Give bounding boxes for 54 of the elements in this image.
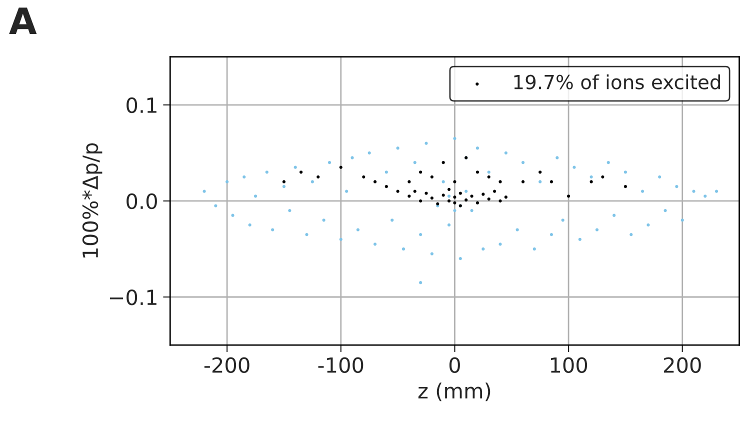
y-tick-label: −0.1 — [110, 289, 156, 306]
point — [453, 196, 456, 199]
point — [453, 180, 456, 184]
x-tick-label: 100 — [550, 357, 588, 373]
point — [458, 192, 462, 195]
point — [464, 198, 468, 202]
point — [498, 180, 502, 184]
point — [419, 170, 422, 174]
x-tick-label: -100 — [318, 357, 364, 373]
point — [396, 190, 400, 193]
point — [442, 194, 445, 197]
point — [424, 192, 428, 195]
point — [299, 170, 303, 174]
point — [566, 194, 570, 198]
point — [538, 170, 542, 174]
y-tick-label: 0.1 — [126, 97, 156, 114]
point — [493, 190, 496, 193]
point — [316, 175, 320, 178]
point — [590, 180, 593, 184]
point — [498, 199, 502, 202]
point — [442, 160, 445, 164]
point — [476, 201, 480, 204]
point — [282, 180, 286, 184]
point — [430, 196, 434, 200]
point — [487, 175, 490, 178]
y-axis-title: 100%*Δp/p — [82, 143, 102, 258]
text: A — [9, 8, 37, 34]
point — [430, 175, 434, 178]
x-tick-label: 200 — [664, 357, 701, 373]
point — [504, 196, 508, 199]
point — [470, 194, 474, 198]
point — [624, 184, 628, 188]
point — [601, 175, 604, 178]
point — [408, 180, 411, 184]
point — [447, 188, 451, 191]
point — [476, 170, 480, 174]
point — [384, 184, 388, 188]
point — [373, 180, 377, 184]
point — [453, 201, 456, 204]
x-tick-label: 0 — [449, 357, 460, 373]
x-axis-title: z (mm) — [418, 382, 490, 402]
y-tick-label: 0.0 — [126, 193, 157, 210]
point — [550, 180, 554, 184]
legend-label: 19.7% of ions excited — [514, 74, 720, 90]
point — [339, 166, 342, 169]
point — [362, 175, 366, 178]
x-tick-label: -200 — [204, 357, 250, 373]
point — [482, 192, 485, 196]
point — [487, 197, 490, 201]
point — [413, 190, 416, 193]
point — [419, 199, 422, 202]
point — [447, 199, 451, 202]
point — [521, 180, 525, 184]
point — [408, 194, 411, 198]
